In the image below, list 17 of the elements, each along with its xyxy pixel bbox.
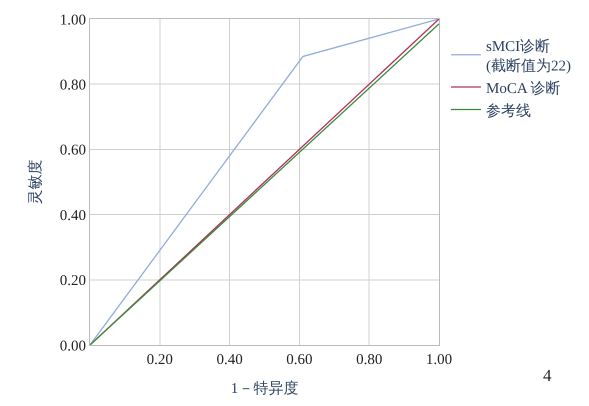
y-tick-label: 0.40	[60, 208, 86, 224]
y-tick-label: 0.20	[60, 273, 86, 290]
legend-label: MoCA 诊断	[486, 80, 561, 97]
y-tick-label: 0.80	[60, 77, 86, 94]
y-tick-label: 0.60	[60, 142, 86, 159]
x-tick-label: 0.60	[286, 352, 313, 368]
x-tick-label: 0.40	[216, 352, 243, 368]
y-tick-label: 0.00	[60, 338, 86, 354]
y-tick-label: 1.00	[60, 12, 86, 28]
x-tick-label: 1.00	[426, 352, 452, 368]
legend-label: sMCI诊断 (截断值为22)	[486, 38, 571, 74]
text: 4	[543, 366, 552, 385]
x-tick-label: 0.20	[146, 352, 173, 368]
x-tick-label: 0.80	[356, 352, 382, 368]
legend-label: 参考线	[486, 102, 531, 120]
x-axis-title: 1－特异度	[230, 380, 298, 397]
y-axis-title: 灵敏度	[27, 160, 44, 204]
